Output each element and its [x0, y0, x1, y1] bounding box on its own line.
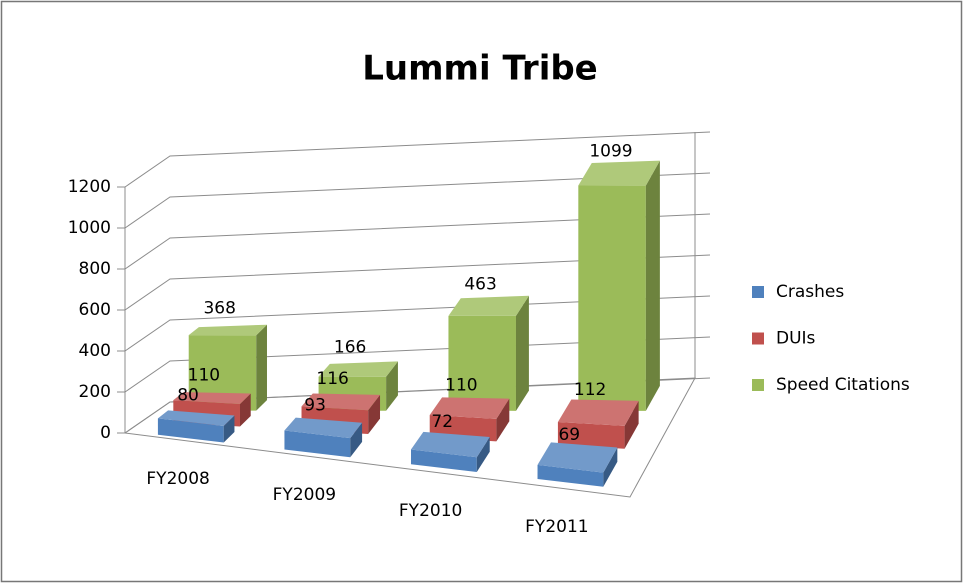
- bar-top: [578, 160, 660, 186]
- y-tick-label: 1000: [68, 218, 111, 238]
- grid-line: [117, 336, 711, 393]
- legend-label: Speed Citations: [776, 375, 910, 395]
- data-label: 110: [188, 365, 220, 385]
- bar-top: [410, 431, 490, 458]
- bar-side: [476, 437, 490, 472]
- bar-side: [496, 398, 510, 442]
- legend-label: Crashes: [776, 282, 844, 302]
- data-label: 116: [316, 369, 348, 389]
- bar-side: [624, 400, 639, 449]
- bar-top: [318, 361, 398, 377]
- grid-line: [117, 377, 711, 434]
- legend-label: DUIs: [776, 329, 816, 349]
- y-tick-label: 0: [100, 423, 111, 443]
- bar-top: [173, 392, 251, 404]
- grid-line: [117, 295, 711, 352]
- bar-top: [284, 417, 363, 439]
- bar-top: [429, 397, 510, 419]
- grid-line: [117, 172, 711, 229]
- bar-front: [410, 449, 477, 472]
- x-tick-label: FY2008: [146, 469, 209, 489]
- data-label: 1099: [589, 142, 632, 162]
- bar-front: [557, 421, 625, 449]
- data-label: 69: [558, 425, 580, 445]
- x-tick-label: FY2009: [273, 485, 336, 505]
- bar-side: [350, 422, 363, 458]
- grid-line: [117, 131, 711, 188]
- chart-title: Lummi Tribe: [362, 49, 598, 89]
- legend-swatch: [752, 379, 764, 391]
- data-label: 93: [304, 395, 326, 415]
- grid-line: [117, 254, 711, 311]
- bar-front: [284, 430, 351, 458]
- legend-swatch: [752, 286, 764, 298]
- data-label: 368: [203, 299, 235, 319]
- bar-side: [645, 160, 660, 411]
- data-label: 112: [574, 380, 606, 400]
- bar-top: [557, 399, 639, 426]
- y-tick-label: 400: [79, 341, 111, 361]
- bar-front: [537, 464, 604, 487]
- grid-line: [117, 213, 711, 270]
- data-label: 463: [464, 274, 496, 294]
- bar-front: [448, 315, 516, 411]
- bar-side: [515, 295, 529, 411]
- bar-top: [157, 410, 235, 427]
- bar-side: [239, 393, 251, 427]
- y-tick-label: 1200: [68, 177, 111, 197]
- bar-top: [537, 442, 618, 473]
- bar-top: [448, 295, 529, 316]
- x-tick-label: FY2010: [399, 501, 462, 521]
- y-tick-label: 600: [79, 300, 111, 320]
- bar-top: [188, 324, 267, 336]
- legend-swatch: [752, 332, 764, 345]
- data-label: 72: [431, 412, 453, 432]
- bar-side: [603, 447, 618, 487]
- y-tick-label: 800: [79, 259, 111, 279]
- data-label: 166: [334, 338, 366, 358]
- bar-front: [578, 185, 646, 411]
- data-label: 80: [177, 386, 199, 406]
- x-tick-label: FY2011: [525, 517, 588, 537]
- bar-side: [386, 361, 398, 411]
- bar-side: [368, 394, 381, 434]
- y-tick-label: 200: [79, 382, 111, 402]
- data-label: 110: [445, 375, 477, 395]
- bar-front: [157, 418, 224, 443]
- bar-top: [301, 393, 381, 411]
- bar-side: [256, 324, 267, 411]
- bar-side: [223, 415, 235, 443]
- bar-front: [188, 335, 257, 411]
